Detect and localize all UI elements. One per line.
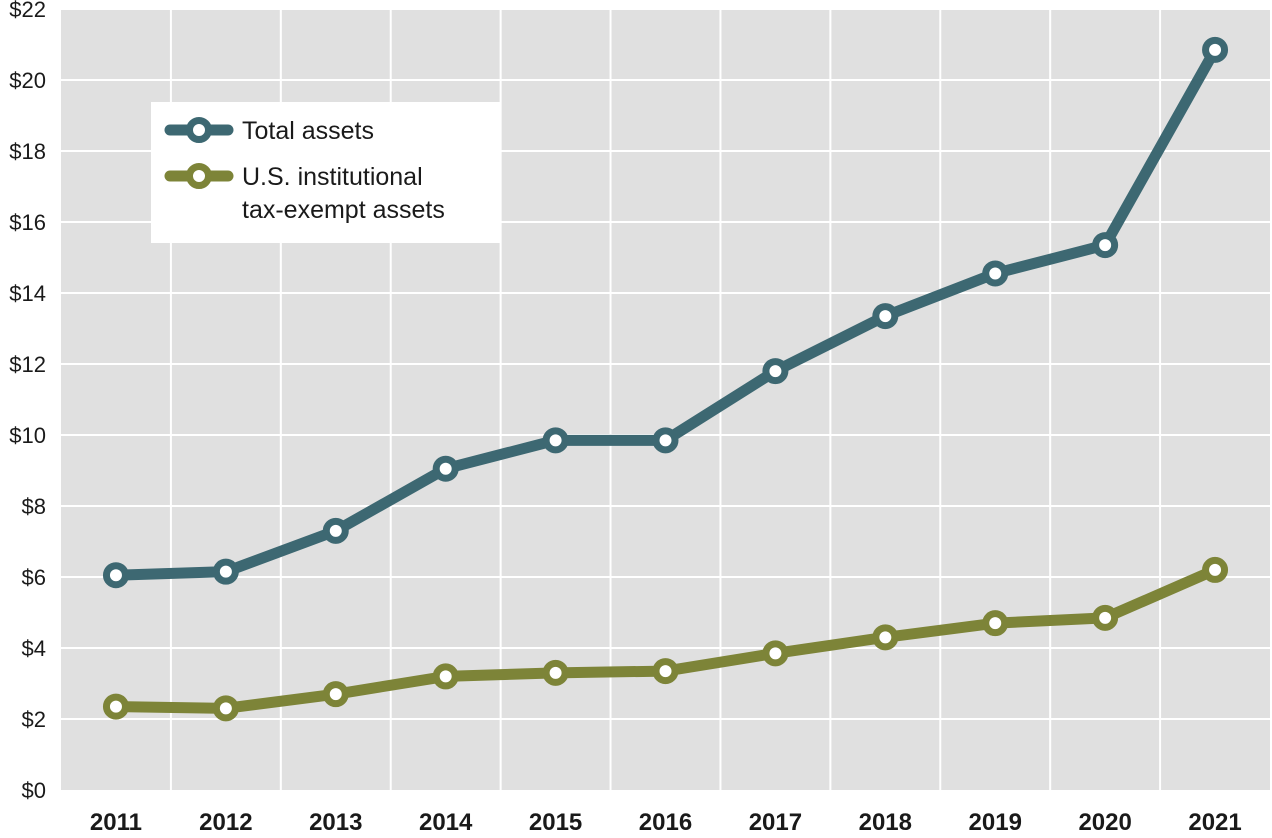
data-point: [102, 562, 129, 589]
legend-item: U.S. institutional tax-exempt assets: [164, 163, 445, 224]
legend-label: U.S. institutional tax-exempt assets: [242, 163, 445, 224]
x-tick-label: 2019: [969, 809, 1022, 836]
y-tick-label: $4: [22, 636, 46, 661]
y-tick-label: $18: [9, 139, 46, 164]
y-tick-label: $2: [22, 707, 46, 732]
series-1: [102, 36, 1229, 589]
y-tick-label: $10: [9, 423, 46, 448]
data-point: [982, 260, 1009, 287]
data-point: [102, 693, 129, 720]
data-point: [432, 663, 459, 690]
x-tick-label: 2021: [1188, 809, 1241, 836]
y-tick-label: $0: [22, 778, 46, 803]
series-group: [102, 36, 1229, 722]
data-point: [652, 658, 679, 685]
legend: Total assets U.S. institutional tax-exempt…: [151, 102, 500, 243]
legend-label: Total assets: [242, 117, 374, 145]
legend-swatch-marker: [186, 163, 212, 189]
x-tick-label: 2017: [749, 809, 802, 836]
x-tick-label: 2018: [859, 809, 912, 836]
y-tick-label: $6: [22, 565, 46, 590]
legend-swatch-marker: [186, 117, 212, 143]
series-2: [102, 556, 1229, 722]
data-point: [212, 558, 239, 585]
data-point: [432, 455, 459, 482]
y-tick-label: $12: [9, 352, 46, 377]
data-point: [322, 681, 349, 708]
data-point: [982, 610, 1009, 637]
data-point: [322, 517, 349, 544]
x-tick-label: 2015: [529, 809, 582, 836]
x-tick-label: 2011: [90, 809, 142, 836]
data-point: [1202, 36, 1229, 63]
data-point: [542, 427, 569, 454]
data-point: [1092, 604, 1119, 631]
x-axis: 2011 2012 2013 2014 2015 2016 2017 2018 2019 2020…: [90, 809, 1242, 836]
y-tick-label: $20: [9, 68, 46, 93]
data-point: [872, 624, 899, 651]
y-tick-label: $22: [9, 0, 46, 22]
data-point: [212, 695, 239, 722]
x-tick-label: 2012: [199, 809, 252, 836]
y-tick-label: $14: [9, 281, 46, 306]
data-point: [762, 358, 789, 385]
x-tick-label: 2016: [639, 809, 692, 836]
y-tick-label: $16: [9, 210, 46, 235]
legend-item: Total assets: [164, 117, 374, 145]
x-tick-label: 2020: [1078, 809, 1131, 836]
data-point: [1092, 232, 1119, 259]
data-point: [652, 427, 679, 454]
x-tick-label: 2014: [419, 809, 473, 836]
x-tick-label: 2013: [309, 809, 362, 836]
y-axis: $0 $2 $4 $6 $8 $10 $12 $14 $16 $18 $20 $22: [9, 0, 46, 803]
data-point: [542, 659, 569, 686]
y-tick-label: $8: [22, 494, 46, 519]
data-point: [1202, 556, 1229, 583]
data-point: [872, 303, 899, 330]
data-point: [762, 640, 789, 667]
